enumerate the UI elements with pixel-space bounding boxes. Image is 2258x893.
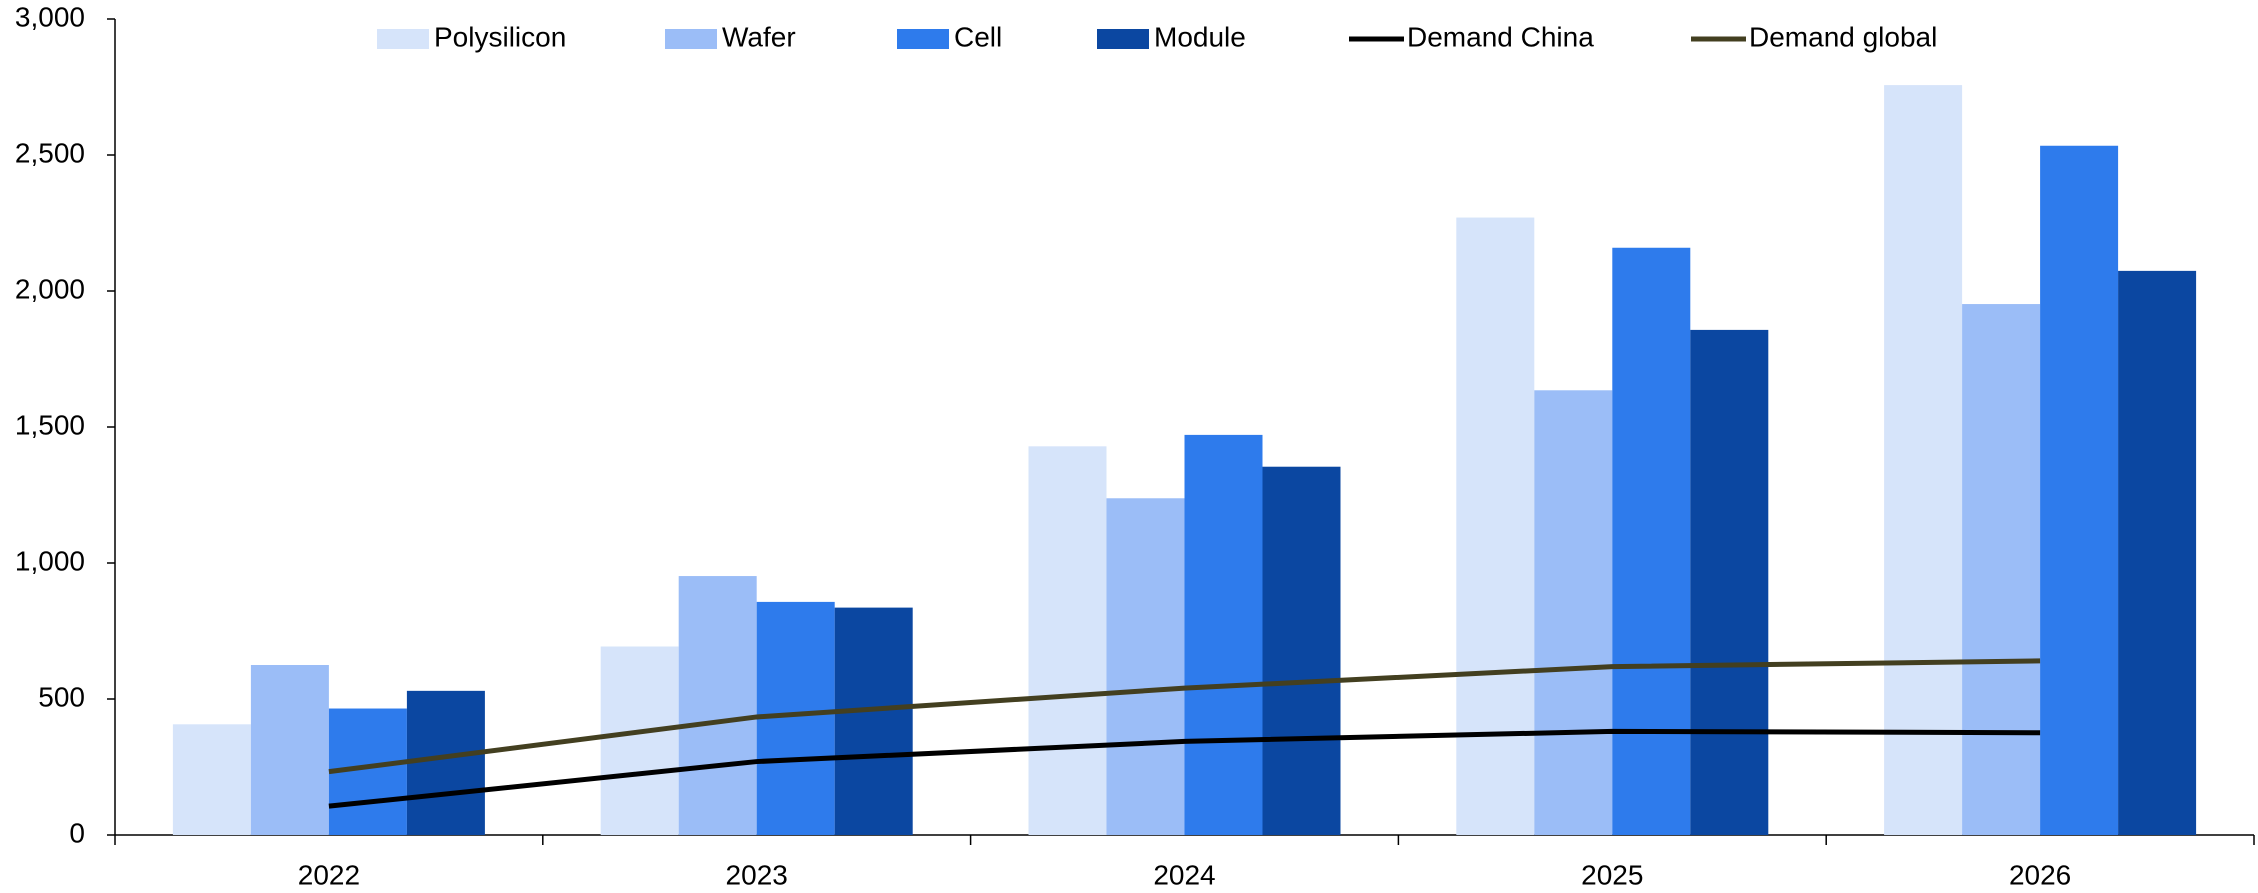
x-tick-label: 2022 [298,859,360,890]
legend-label: Module [1154,21,1246,52]
y-tick-label: 2,000 [15,273,85,304]
bar [250,665,329,835]
bar [1184,434,1263,835]
legend-swatch [665,29,717,49]
legend-label: Cell [954,21,1002,52]
bar [1612,247,1691,835]
y-tick-label: 500 [38,681,85,712]
bar [172,724,251,835]
legend-label: Demand China [1407,21,1594,52]
legend-label: Demand global [1749,21,1937,52]
legend-swatch [1097,29,1149,49]
x-tick-label: 2025 [1581,859,1643,890]
bar [600,646,679,835]
bar [406,690,485,835]
line [328,728,2041,809]
y-tick-label: 1,500 [15,409,85,440]
legend-swatch [377,29,429,49]
y-tick-label: 1,000 [15,545,85,576]
bar [1028,446,1107,835]
bar [2040,145,2119,835]
legend-label: Polysilicon [434,21,566,52]
bar [1456,217,1535,835]
legend-swatch [897,29,949,49]
legend-label: Wafer [722,21,796,52]
y-tick-label: 3,000 [15,1,85,32]
x-tick-label: 2026 [2009,859,2071,890]
bar [1106,498,1185,835]
bar [1690,329,1769,835]
bar [834,607,913,835]
bar [2118,270,2197,835]
bar [678,576,757,835]
y-tick-label: 0 [69,817,85,848]
x-tick-label: 2024 [1153,859,1215,890]
bar [1884,85,1963,835]
y-tick-label: 2,500 [15,137,85,168]
bar [1262,466,1341,835]
bar [1534,390,1613,835]
bar [1962,304,2041,835]
x-tick-label: 2023 [726,859,788,890]
line [328,658,2041,775]
